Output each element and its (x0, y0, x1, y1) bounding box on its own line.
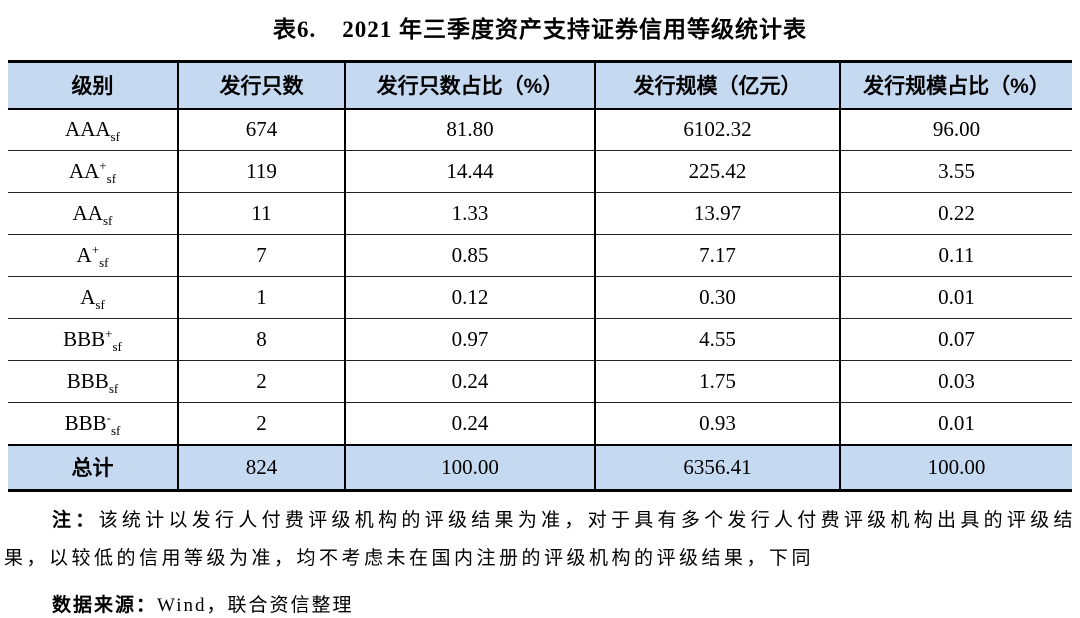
column-header-issue-count: 发行只数 (177, 61, 345, 110)
issue-count-cell: 1 (177, 276, 345, 319)
issue-count-pct-cell: 81.80 (344, 108, 595, 151)
issue-volume-pct-cell: 0.07 (839, 318, 1072, 361)
issue-volume-pct-cell: 0.03 (839, 360, 1072, 403)
issue-volume-cell: 0.93 (594, 402, 840, 445)
issue-count-cell: 674 (177, 108, 345, 151)
footnote-text: 该统计以发行人付费评级机构的评级结果为准，对于具有多个发行人付费评级机构出具的评… (4, 510, 1076, 569)
table-row: BBB-sf 2 0.24 0.93 0.01 (8, 402, 1072, 445)
issue-volume-pct-cell: 0.22 (839, 192, 1072, 235)
rating-subscript: sf (99, 255, 109, 271)
data-source-line: 数据来源：Wind，联合资信整理 (52, 590, 1080, 617)
issue-volume-cell: 6102.32 (594, 108, 840, 151)
issue-volume-pct-cell: 0.11 (839, 234, 1072, 277)
data-source-label: 数据来源： (52, 595, 158, 616)
rating-base: BBB (64, 410, 107, 435)
issue-volume-cell: 7.17 (594, 234, 840, 277)
header-row: 级别 发行只数 发行只数占比（%） 发行规模（亿元） 发行规模占比（%） (8, 61, 1072, 110)
rating-subscript: sf (112, 339, 122, 355)
credit-rating-stats-table: 级别 发行只数 发行只数占比（%） 发行规模（亿元） 发行规模占比（%） AAA… (8, 60, 1072, 492)
issue-count-cell: 7 (177, 234, 345, 277)
rating-base: A (80, 285, 96, 309)
issue-volume-cell: 4.55 (594, 318, 840, 361)
issue-count-pct-cell: 1.33 (344, 192, 595, 235)
issue-count-pct-cell: 0.24 (344, 360, 595, 403)
table-row: AAAsf 674 81.80 6102.32 96.00 (8, 108, 1072, 151)
rating-subscript: sf (110, 129, 120, 145)
rating-subscript: sf (102, 213, 113, 229)
column-header-issue-volume: 发行规模（亿元） (594, 61, 840, 110)
total-issue-volume-cell: 6356.41 (594, 443, 840, 491)
issue-volume-cell: 225.42 (594, 150, 840, 193)
issue-volume-cell: 0.30 (594, 276, 840, 319)
rating-base: BBB (63, 327, 106, 351)
issue-volume-pct-cell: 96.00 (839, 108, 1072, 151)
rating-base: A (76, 243, 92, 267)
issue-volume-cell: 13.97 (594, 192, 840, 235)
table-title: 表6. 2021 年三季度资产支持证券信用等级统计表 (0, 0, 1080, 44)
total-label-cell: 总计 (8, 443, 178, 491)
issue-count-cell: 8 (177, 318, 345, 361)
rating-cell: AAAsf (8, 108, 178, 151)
table-row: AAsf 11 1.33 13.97 0.22 (8, 192, 1072, 235)
rating-superscript: + (91, 242, 100, 257)
table-title-text: 2021 年三季度资产支持证券信用等级统计表 (342, 17, 807, 42)
rating-cell: BBBsf (8, 360, 178, 403)
issue-count-pct-cell: 0.97 (344, 318, 595, 361)
total-issue-count-cell: 824 (177, 443, 345, 491)
issue-count-pct-cell: 14.44 (344, 150, 595, 193)
rating-cell: AAsf (8, 192, 178, 235)
issue-volume-cell: 1.75 (594, 360, 840, 403)
rating-base: AAA (65, 117, 111, 142)
rating-superscript: + (105, 326, 113, 341)
rating-cell: AA+sf (8, 150, 178, 193)
rating-subscript: sf (108, 381, 119, 397)
issue-count-cell: 119 (177, 150, 345, 193)
rating-cell: Asf (8, 276, 178, 319)
table-row: Asf 1 0.12 0.30 0.01 (8, 276, 1072, 319)
issue-volume-pct-cell: 0.01 (839, 402, 1072, 445)
table-title-index: 表6. (273, 17, 317, 42)
column-header-issue-count-pct: 发行只数占比（%） (344, 61, 595, 110)
issue-count-cell: 2 (177, 360, 345, 403)
data-source-text: Wind，联合资信整理 (157, 595, 354, 616)
table-footnote: 注：该统计以发行人付费评级机构的评级结果为准，对于具有多个发行人付费评级机构出具… (4, 502, 1076, 578)
issue-count-cell: 11 (177, 192, 345, 235)
issue-volume-pct-cell: 0.01 (839, 276, 1072, 319)
issue-volume-pct-cell: 3.55 (839, 150, 1072, 193)
rating-cell: BBB+sf (8, 318, 178, 361)
total-issue-count-pct-cell: 100.00 (344, 443, 595, 491)
total-issue-volume-pct-cell: 100.00 (839, 443, 1072, 491)
issue-count-pct-cell: 0.85 (344, 234, 595, 277)
rating-base: AA (72, 201, 103, 225)
column-header-issue-volume-pct: 发行规模占比（%） (839, 61, 1072, 110)
table-row: A+sf 7 0.85 7.17 0.11 (8, 234, 1072, 277)
rating-base: BBB (66, 369, 109, 393)
column-header-rating: 级别 (8, 61, 178, 110)
table-row: BBBsf 2 0.24 1.75 0.03 (8, 360, 1072, 403)
rating-base: AA (68, 159, 100, 183)
rating-cell: A+sf (8, 234, 178, 277)
rating-superscript: - (106, 409, 111, 425)
rating-subscript: sf (95, 297, 105, 313)
rating-subscript: sf (106, 171, 117, 187)
rating-cell: BBB-sf (8, 402, 178, 445)
total-row: 总计 824 100.00 6356.41 100.00 (8, 443, 1072, 491)
rating-subscript: sf (110, 422, 121, 438)
table-row: AA+sf 119 14.44 225.42 3.55 (8, 150, 1072, 193)
table-row: BBB+sf 8 0.97 4.55 0.07 (8, 318, 1072, 361)
issue-count-pct-cell: 0.24 (344, 402, 595, 445)
footnote-label: 注： (52, 510, 99, 531)
issue-count-cell: 2 (177, 402, 345, 445)
rating-superscript: + (99, 158, 107, 173)
issue-count-pct-cell: 0.12 (344, 276, 595, 319)
